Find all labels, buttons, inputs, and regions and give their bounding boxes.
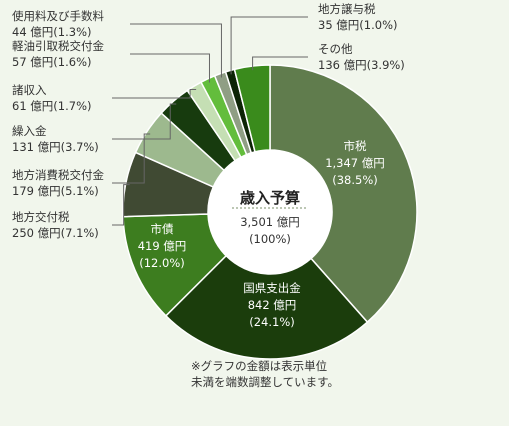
slice-label-name-2: 市債 [151, 222, 174, 236]
leader-line-10 [252, 56, 308, 71]
outside-label-value-5: 131 億円(3.7%) [12, 140, 99, 154]
outside-label-name-7: 軽油引取税交付金 [12, 39, 104, 53]
leader-line-4 [112, 133, 151, 184]
outside-label-name-4: 地方消費税交付金 [12, 168, 104, 182]
outside-label-name-6: 諸収入 [12, 83, 47, 97]
slice-label-percent-0: (38.5%) [332, 173, 378, 187]
leader-line-5 [112, 103, 177, 140]
footnote-line-2: 未満を端数調整しています。 [191, 375, 340, 389]
outside-label-name-3: 地方交付税 [12, 210, 70, 224]
outside-label-name-10: その他 [318, 42, 353, 56]
outside-label-value-10: 136 億円(3.9%) [318, 58, 405, 72]
slice-label-percent-2: (12.0%) [139, 256, 185, 270]
footnote-line-1: ※グラフの金額は表示単位 [191, 359, 328, 373]
outside-label-value-8: 44 億円(1.3%) [12, 25, 91, 39]
slice-labels: 市税 1,347 億円 (38.5%) 国県支出金 842 億円 (24.1%) 市債 419… [12, 2, 405, 329]
outside-label-value-7: 57 億円(1.6%) [12, 55, 91, 69]
leader-line-8 [130, 23, 222, 78]
outside-label-value-9: 35 億円(1.0%) [318, 18, 397, 32]
leader-line-6 [112, 89, 197, 99]
center-hole [208, 150, 332, 274]
outside-label-value-4: 179 億円(5.1%) [12, 184, 99, 198]
leader-line-7 [130, 53, 210, 83]
outside-label-value-6: 61 億円(1.7%) [12, 99, 91, 113]
outside-label-name-5: 繰入金 [12, 124, 47, 138]
leader-lines [112, 16, 308, 226]
slice-label-value-1: 842 億円 [248, 298, 297, 312]
outside-label-name-9: 地方譲与税 [318, 2, 376, 16]
outside-label-value-3: 250 億円(7.1%) [12, 226, 99, 240]
slice-label-value-0: 1,347 億円 [325, 156, 385, 170]
chart-title: 歳入予算 [240, 189, 300, 207]
footnote: ※グラフの金額は表示単位 未満を端数調整しています。 [191, 358, 339, 390]
leader-line-3 [112, 184, 130, 226]
leader-line-9 [230, 16, 308, 75]
pie-slices [122, 64, 418, 360]
outside-label-name-8: 使用料及び手数料 [12, 9, 104, 23]
slice-label-percent-1: (24.1%) [249, 315, 295, 329]
slice-label-name-1: 国県支出金 [243, 281, 301, 295]
slice-label-value-2: 419 億円 [138, 239, 187, 253]
total-value: 3,501 億円 [240, 215, 300, 229]
total-percent: (100%) [249, 232, 291, 246]
slice-label-name-0: 市税 [344, 139, 367, 153]
